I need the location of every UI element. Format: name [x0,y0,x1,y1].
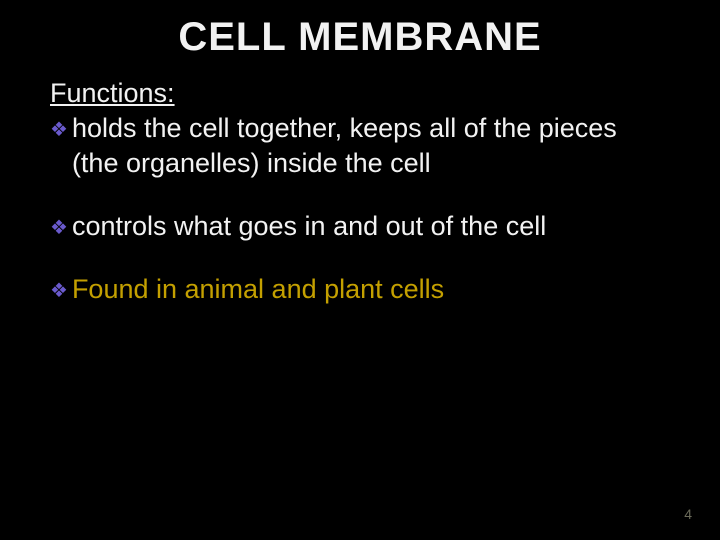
diamond-bullet-icon: ❖ [50,278,68,303]
bullet-item: ❖ controls what goes in and out of the c… [50,209,670,244]
bullet-text: holds the cell together, keeps all of th… [72,111,670,181]
bullet-item: ❖ Found in animal and plant cells [50,272,670,307]
bullet-text: controls what goes in and out of the cel… [72,209,546,244]
slide-title: CELL MEMBRANE [50,15,670,60]
diamond-bullet-icon: ❖ [50,117,68,142]
bullet-text: Found in animal and plant cells [72,272,444,307]
bullet-item: ❖ holds the cell together, keeps all of … [50,111,670,181]
diamond-bullet-icon: ❖ [50,215,68,240]
functions-subheading: Functions: [50,78,670,109]
page-number: 4 [684,506,692,522]
slide-container: CELL MEMBRANE Functions: ❖ holds the cel… [0,0,720,540]
